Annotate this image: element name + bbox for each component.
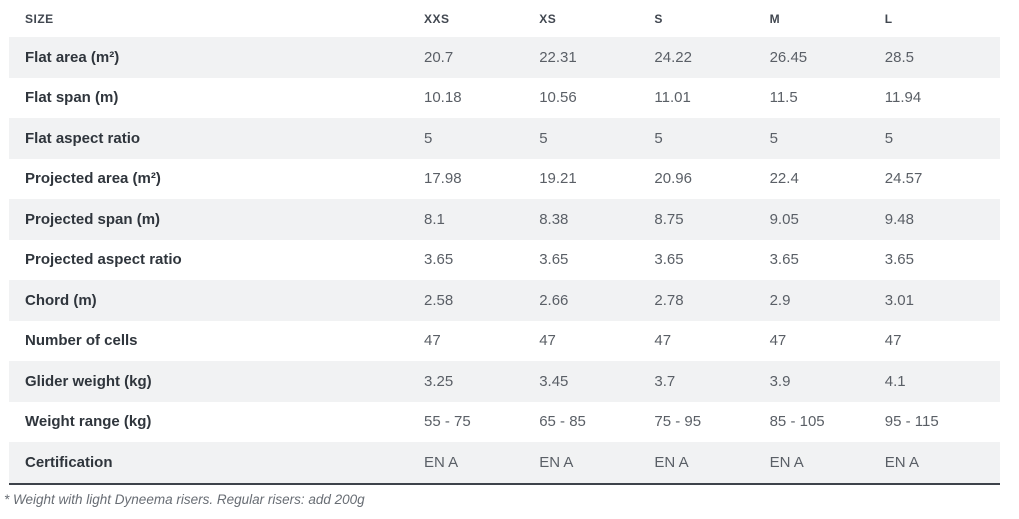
- cell-value: 9.05: [769, 210, 799, 228]
- column-header-xs: XS: [539, 11, 557, 26]
- row-label: Glider weight (kg): [25, 372, 152, 390]
- cell-value: 3.65: [884, 251, 914, 269]
- cell-value: 5: [654, 129, 663, 147]
- row-label: Projected aspect ratio: [25, 251, 182, 269]
- cell-value: EN A: [884, 453, 919, 471]
- cell-value: 47: [769, 332, 787, 350]
- table-row: Projected span (m) 8.1 8.38 8.75 9.05 9.48: [9, 199, 1000, 240]
- cell-value: 20.96: [654, 170, 692, 188]
- cell-value: 2.9: [769, 291, 791, 309]
- cell-value: 3.65: [769, 251, 799, 269]
- cell-value: 8.1: [424, 210, 445, 228]
- row-label: Chord (m): [25, 291, 97, 309]
- table-row: Flat aspect ratio 5 5 5 5 5: [9, 118, 1000, 159]
- cell-value: 5: [539, 129, 548, 147]
- row-label: Flat span (m): [25, 89, 119, 107]
- column-header-size: SIZE: [25, 11, 54, 26]
- table-row: Number of cells 47 47 47 47 47: [9, 321, 1000, 362]
- cell-value: 10.56: [539, 89, 577, 107]
- table-header-row: SIZE XXS XS S M L: [9, 0, 1000, 37]
- cell-value: 5: [769, 129, 778, 147]
- cell-value: EN A: [424, 453, 459, 471]
- cell-value: 3.25: [424, 372, 454, 390]
- column-header-xxs: XXS: [424, 11, 450, 26]
- table-row: Projected area (m²) 17.98 19.21 20.96 22.4 24…: [9, 159, 1000, 200]
- cell-value: 75 - 95: [654, 413, 702, 431]
- cell-value: 3.01: [884, 291, 914, 309]
- cell-value: 2.58: [424, 291, 454, 309]
- cell-value: 10.18: [424, 89, 462, 107]
- cell-value: 55 - 75: [424, 413, 471, 431]
- cell-value: 22.31: [539, 48, 577, 66]
- cell-value: 47: [424, 332, 441, 350]
- table-footnote: * Weight with light Dyneema risers. Regu…: [4, 491, 365, 507]
- cell-value: 22.4: [769, 170, 799, 188]
- cell-value: 19.21: [539, 170, 577, 188]
- cell-value: 26.45: [769, 48, 808, 66]
- cell-value: 3.45: [539, 372, 569, 390]
- cell-value: 2.66: [539, 291, 569, 309]
- cell-value: 20.7: [424, 48, 454, 66]
- cell-value: 85 - 105: [769, 413, 825, 431]
- cell-value: EN A: [769, 453, 804, 471]
- table-body: Flat area (m²) 20.7 22.31 24.22 26.45 28.5 Fla…: [9, 37, 1000, 485]
- cell-value: EN A: [539, 453, 574, 471]
- cell-value: 28.5: [884, 48, 914, 66]
- table-row: Flat span (m) 10.18 10.56 11.01 11.5 11.94: [9, 78, 1000, 119]
- row-label: Certification: [25, 453, 113, 471]
- row-label: Flat area (m²): [25, 48, 120, 66]
- column-header-l: L: [884, 11, 893, 26]
- column-header-m: M: [769, 11, 781, 26]
- table-row: Chord (m) 2.58 2.66 2.78 2.9 3.01: [9, 280, 1000, 321]
- table-row: Projected aspect ratio 3.65 3.65 3.65 3.65 3.…: [9, 240, 1000, 281]
- table-row: Flat area (m²) 20.7 22.31 24.22 26.45 28.5: [9, 37, 1000, 78]
- cell-value: 2.78: [654, 291, 684, 309]
- cell-value: 17.98: [424, 170, 462, 188]
- cell-value: 4.1: [884, 372, 906, 390]
- column-header-s: S: [654, 11, 663, 26]
- cell-value: 3.65: [654, 251, 684, 269]
- row-label: Weight range (kg): [25, 413, 152, 431]
- cell-value: 95 - 115: [884, 413, 939, 431]
- cell-value: 24.57: [884, 170, 923, 188]
- cell-value: 47: [539, 332, 556, 350]
- cell-value: 11.01: [654, 89, 691, 107]
- cell-value: 24.22: [654, 48, 692, 66]
- cell-value: 47: [654, 332, 672, 350]
- cell-value: 11.94: [884, 89, 922, 107]
- cell-value: 8.75: [654, 210, 684, 228]
- cell-value: 9.48: [884, 210, 914, 228]
- row-label: Flat aspect ratio: [25, 129, 141, 147]
- cell-value: 3.65: [424, 251, 454, 269]
- cell-value: 3.7: [654, 372, 676, 390]
- table-row: Certification EN A EN A EN A EN A EN A: [9, 442, 1000, 483]
- cell-value: EN A: [654, 453, 689, 471]
- cell-value: 11.5: [769, 89, 798, 107]
- table-row: Weight range (kg) 55 - 75 65 - 85 75 - 95 85…: [9, 402, 1000, 443]
- row-label: Projected area (m²): [25, 170, 161, 188]
- spec-table: SIZE XXS XS S M L Flat area (m²) 20.7 22.31 24.…: [9, 0, 1000, 485]
- cell-value: 5: [424, 129, 433, 147]
- table-row: Glider weight (kg) 3.25 3.45 3.7 3.9 4.1: [9, 361, 1000, 402]
- cell-value: 65 - 85: [539, 413, 586, 431]
- cell-value: 47: [884, 332, 902, 350]
- cell-value: 5: [884, 129, 894, 147]
- cell-value: 3.65: [539, 251, 569, 269]
- cell-value: 8.38: [539, 210, 569, 228]
- cell-value: 3.9: [769, 372, 791, 390]
- row-label: Projected span (m): [25, 210, 161, 228]
- row-label: Number of cells: [25, 332, 138, 350]
